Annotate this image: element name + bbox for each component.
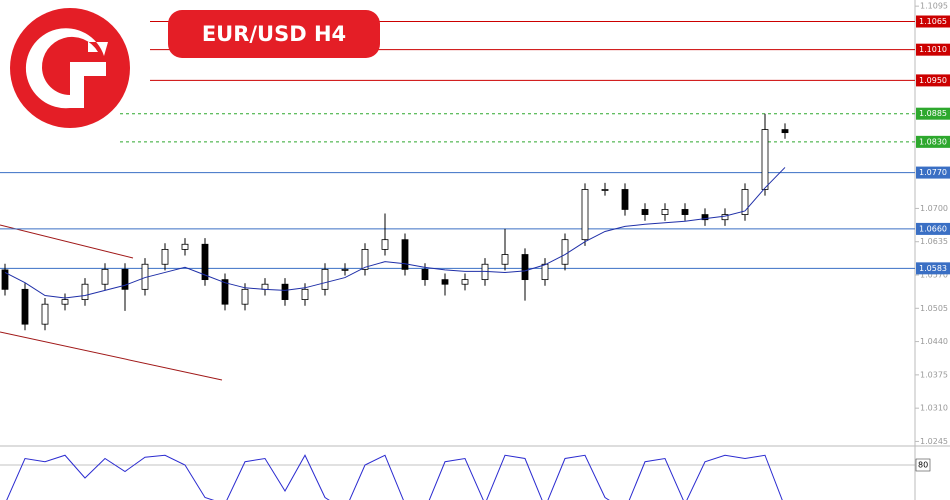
candle-body xyxy=(181,243,189,250)
level-label: 1.1065 xyxy=(919,17,947,26)
level-label: 1.1010 xyxy=(919,45,947,54)
y-tick-label: 1.0505 xyxy=(920,304,948,313)
level-label-box xyxy=(916,222,950,235)
level-label-box xyxy=(916,135,950,148)
level-label: 1.0885 xyxy=(919,109,947,118)
candle-body xyxy=(41,303,49,325)
level-label-box xyxy=(916,107,950,120)
price-layer: 1.1095 1.0700 1.0635 1.0570 1.0505 1.0440 1.03… xyxy=(0,2,950,472)
oscillator-layer xyxy=(6,454,783,500)
candle-body xyxy=(121,268,129,290)
candle-body xyxy=(61,299,69,305)
y-tick-label: 1.0635 xyxy=(920,237,948,246)
level-label: 1.0830 xyxy=(919,137,947,146)
candle-body xyxy=(321,268,329,290)
candle-body xyxy=(201,243,209,281)
candle-body xyxy=(501,254,509,265)
candle-body xyxy=(441,279,449,285)
candle-body xyxy=(361,248,369,270)
moving-average-line xyxy=(4,167,786,299)
candle-body xyxy=(281,283,289,300)
candle-body xyxy=(301,288,309,300)
candle-body xyxy=(161,248,169,265)
oscillator-level-box xyxy=(915,458,931,472)
candle-body xyxy=(1,269,9,290)
candle-body xyxy=(681,209,689,215)
y-tick-label: 1.0700 xyxy=(920,204,948,213)
level-label: 1.0770 xyxy=(919,168,947,177)
level-label-box xyxy=(916,166,950,179)
candle-body xyxy=(521,254,529,281)
y-tick-label: 1.1095 xyxy=(920,2,948,11)
level-label: 1.0950 xyxy=(919,76,947,85)
candle-body xyxy=(661,209,669,215)
level-label: 1.0583 xyxy=(919,264,947,273)
candle-body xyxy=(421,268,429,281)
trend-line xyxy=(0,331,223,381)
oscillator-line xyxy=(6,454,783,500)
candle-body xyxy=(721,214,729,221)
level-label-box xyxy=(916,15,950,28)
candle-body xyxy=(461,279,469,285)
candle-body xyxy=(341,268,349,271)
candle-body xyxy=(381,239,389,250)
y-tick-label: 1.0310 xyxy=(920,404,948,413)
level-label: 1.0660 xyxy=(919,224,947,233)
candle-body xyxy=(261,283,269,290)
candle-body xyxy=(601,189,609,191)
trend-line xyxy=(0,224,134,259)
y-tick-label: 1.0570 xyxy=(920,271,948,280)
level-label-box xyxy=(916,43,950,56)
candle-body xyxy=(741,189,749,215)
candle-body xyxy=(581,189,589,241)
logo xyxy=(10,8,130,128)
level-label-box xyxy=(916,262,950,275)
oscillator-level-label: 80 xyxy=(918,461,928,470)
candle-body xyxy=(621,189,629,210)
candle-body xyxy=(221,279,229,305)
candle-body xyxy=(641,209,649,215)
candle-body xyxy=(781,129,789,134)
candle-body xyxy=(81,283,89,300)
candle-body xyxy=(21,288,29,325)
candle-body xyxy=(701,214,709,221)
chart-title: EUR/USD H4 xyxy=(202,22,346,46)
candle-body xyxy=(541,263,549,281)
y-tick-label: 1.0245 xyxy=(920,437,948,446)
candle-body xyxy=(561,239,569,265)
candle-body xyxy=(241,288,249,305)
y-tick-label: 1.0440 xyxy=(920,337,948,346)
y-tick-label: 1.0375 xyxy=(920,370,948,379)
level-label-box xyxy=(916,74,950,87)
title-chip xyxy=(168,10,380,58)
candle-body xyxy=(401,239,409,270)
candle-body xyxy=(101,268,109,285)
candle-body xyxy=(761,129,769,190)
